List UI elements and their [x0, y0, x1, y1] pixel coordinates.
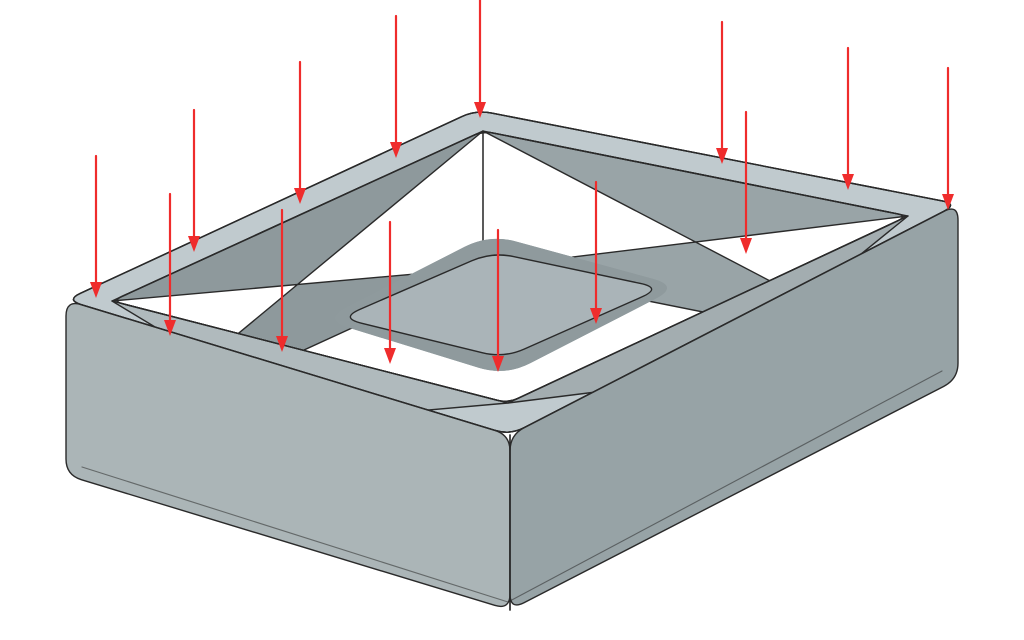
load-arrow-8	[942, 68, 954, 210]
arrow-head-icon	[384, 348, 396, 364]
load-arrow-4	[390, 16, 402, 158]
load-arrow-1	[90, 156, 102, 298]
arrow-head-icon	[740, 238, 752, 254]
open-box-with-loads	[66, 112, 958, 610]
load-arrow-6	[716, 22, 728, 164]
load-diagram	[0, 0, 1024, 640]
load-arrow-2	[188, 110, 200, 252]
load-arrow-5	[474, 0, 486, 118]
load-arrow-3	[294, 62, 306, 204]
load-arrow-7	[842, 48, 854, 190]
